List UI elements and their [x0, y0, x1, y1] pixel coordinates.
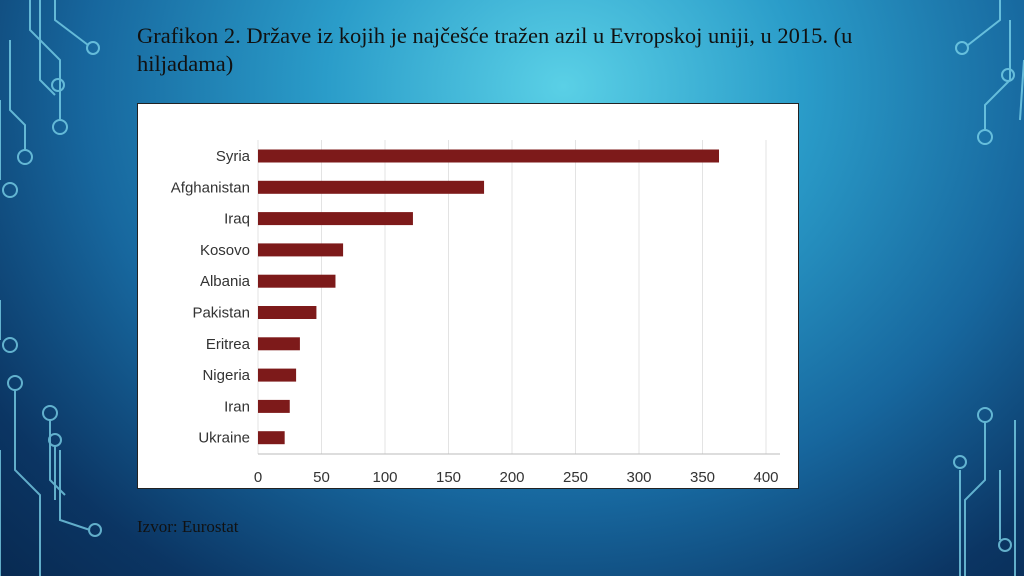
bar-iraq: [258, 212, 413, 226]
category-label: Afghanistan: [171, 179, 250, 196]
x-tick-labels: 0 50 100 150 200 250 300 350 400: [254, 469, 779, 486]
slide-title: Grafikon 2. Države iz kojih je najčešće …: [137, 23, 853, 76]
x-tick-label: 350: [690, 469, 715, 486]
x-tick-label: 400: [753, 469, 778, 486]
bar-chart: Syria Afghanistan Iraq Kosovo Albania Pakista…: [171, 140, 780, 486]
category-label: Kosovo: [200, 242, 250, 259]
category-label: Iran: [224, 398, 250, 415]
category-label: Albania: [200, 273, 251, 290]
bar-afghanistan: [258, 180, 485, 194]
bar-albania: [258, 274, 336, 288]
bar-syria: [258, 149, 720, 163]
x-tick-label: 100: [372, 469, 397, 486]
bar-eritrea: [258, 337, 300, 351]
category-label: Nigeria: [202, 367, 250, 384]
chart-panel: Syria Afghanistan Iraq Kosovo Albania Pakista…: [137, 103, 799, 489]
x-tick-label: 300: [626, 469, 651, 486]
category-labels: Syria Afghanistan Iraq Kosovo Albania Pakista…: [171, 148, 251, 447]
category-label: Syria: [216, 148, 251, 165]
x-tick-label: 50: [313, 469, 330, 486]
bars: [258, 149, 720, 445]
source-note: Izvor: Eurostat: [137, 517, 239, 536]
category-label: Ukraine: [198, 430, 250, 447]
category-label: Iraq: [224, 211, 250, 228]
x-tick-label: 0: [254, 469, 262, 486]
bar-pakistan: [258, 306, 317, 319]
bar-nigeria: [258, 368, 297, 382]
bar-ukraine: [258, 431, 285, 445]
category-label: Pakistan: [192, 305, 250, 322]
bar-iran: [258, 399, 290, 413]
x-tick-label: 200: [499, 469, 524, 486]
x-tick-label: 250: [563, 469, 588, 486]
x-tick-label: 150: [436, 469, 461, 486]
category-label: Eritrea: [206, 336, 251, 353]
bar-kosovo: [258, 243, 344, 257]
